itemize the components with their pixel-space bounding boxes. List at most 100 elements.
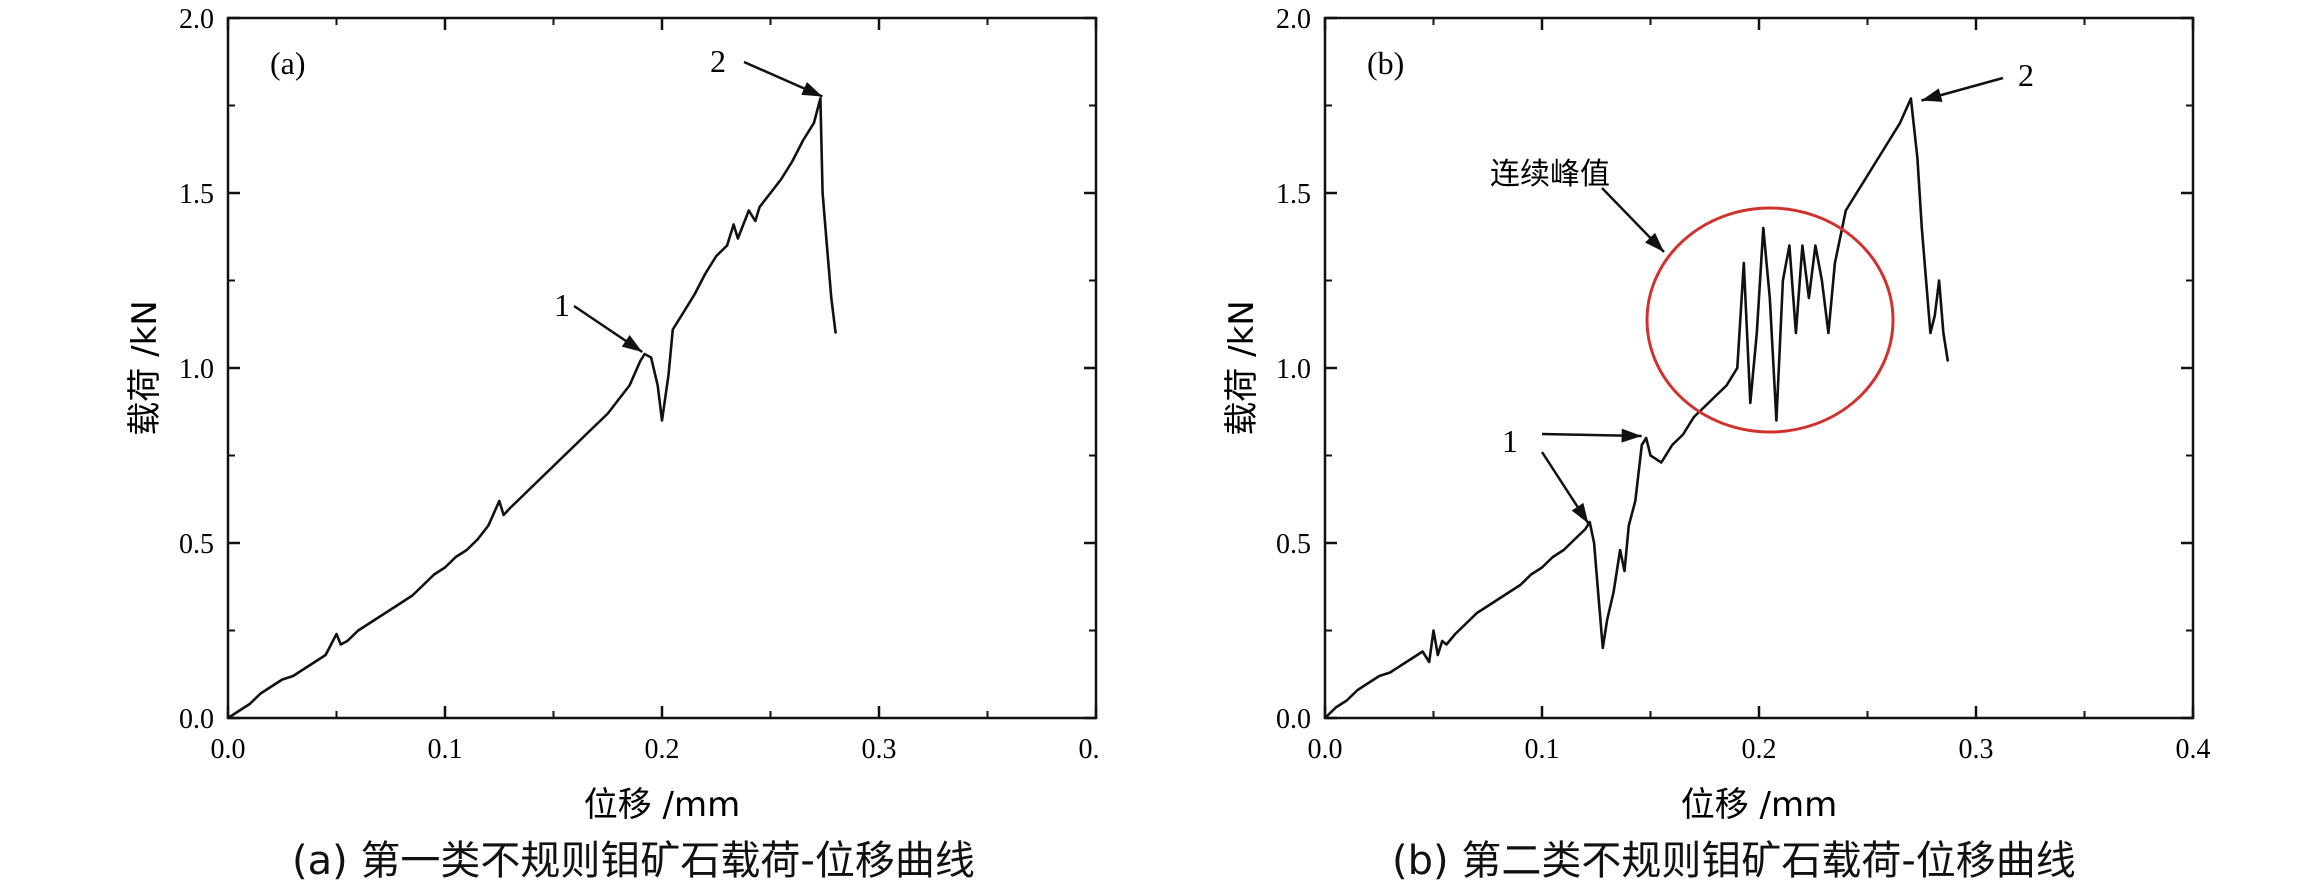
data-point [292, 675, 294, 677]
data-point [1634, 500, 1637, 502]
data-point [1597, 594, 1600, 597]
data-point [813, 122, 815, 124]
data-point [1508, 591, 1511, 593]
data-point [1877, 157, 1880, 159]
x-tick-label: 0.3 [862, 734, 897, 765]
y-tick-label: 0.0 [1276, 704, 1311, 735]
annotation-2-arrow-head [801, 82, 823, 97]
data-point [732, 223, 735, 226]
data-point [1606, 619, 1608, 621]
data-point [1465, 622, 1467, 625]
y-tick-label: 1.0 [179, 354, 214, 385]
data-point [1703, 405, 1706, 408]
data-point [339, 643, 342, 646]
data-point [1573, 538, 1576, 541]
annotation-2-arrow [1921, 76, 2004, 102]
x-tick-label: 0.0 [1308, 734, 1343, 765]
annotation-1-arrow-a [1540, 451, 1590, 525]
data-point [1378, 675, 1381, 677]
data-point [1445, 643, 1448, 646]
annotation-peaks-arrow-head [1645, 232, 1664, 252]
data-point [1808, 297, 1810, 299]
data-point [303, 668, 305, 670]
data-point [270, 685, 273, 688]
data-point [1725, 384, 1728, 387]
data-point [1649, 454, 1652, 457]
data-point [1612, 591, 1615, 593]
data-point [563, 454, 566, 457]
data-point [1601, 647, 1604, 649]
data-point [780, 178, 783, 180]
data-point [656, 384, 659, 387]
data-point [487, 524, 490, 527]
data-point [259, 692, 262, 695]
data-point [1551, 556, 1554, 558]
data-point [726, 244, 728, 247]
data-point [1866, 174, 1869, 177]
data-point [1486, 605, 1489, 607]
annotation-1-arrow-b-head [1621, 428, 1642, 443]
annotation-2-label: 2 [710, 43, 726, 79]
data-point [509, 507, 511, 509]
data-point [502, 514, 505, 516]
data-point [1356, 689, 1359, 691]
data-point [650, 356, 653, 359]
data-point [1645, 437, 1648, 439]
data-point [821, 192, 824, 194]
data-point [791, 160, 794, 163]
data-point [433, 573, 436, 576]
data-point [1627, 524, 1630, 527]
data-point [1345, 699, 1348, 702]
data-point [411, 594, 414, 597]
data-point [1742, 262, 1745, 264]
caption-b: (b) 第二类不规则钼矿石载荷-位移曲线 [1392, 838, 2076, 884]
data-point [830, 297, 833, 299]
data-point [1334, 706, 1337, 709]
chart-a-svg: 0.0 0.1 0.2 0.3 0.4 0.0 0.5 1.0 1.5 2.0 位移 /mm 载荷 /… [125, 4, 1101, 825]
data-point [1749, 402, 1752, 404]
data-point [1794, 332, 1797, 334]
data-point [227, 717, 229, 719]
series-line [1324, 97, 1950, 719]
data-point [520, 496, 522, 499]
y-tick-label: 0.5 [179, 529, 214, 560]
annotation-1-label: 1 [1502, 423, 1518, 459]
data-point [1454, 633, 1457, 635]
data-point [704, 272, 707, 275]
data-point [639, 360, 642, 362]
x-axis-label: 位移 /mm [584, 785, 741, 825]
data-point [1814, 244, 1817, 247]
x-tick-label: 0.2 [1742, 734, 1777, 765]
data-point [1933, 314, 1936, 317]
panel-label: (a) [270, 45, 306, 81]
plot-frame [226, 16, 1098, 720]
y-axis-label: 载荷 /kN [1222, 300, 1262, 435]
data-point [826, 244, 828, 247]
data-point [346, 640, 349, 642]
data-point [1801, 244, 1804, 247]
data-point [819, 97, 822, 100]
annotation-1-label: 1 [554, 287, 570, 323]
data-point [1916, 157, 1919, 159]
data-point [769, 192, 772, 194]
data-point [1888, 139, 1891, 142]
data-point [357, 629, 360, 632]
data-point [1762, 227, 1765, 229]
data-point [1844, 209, 1847, 212]
data-point [1899, 122, 1901, 124]
chart-b-svg: 0.0 0.1 0.2 0.3 0.4 0.0 0.5 1.0 1.5 2.0 位移 /mm 载荷 /… [1222, 4, 2211, 825]
data-point [379, 615, 381, 618]
x-tick-label: 0.4 [1079, 734, 1101, 765]
data-point [1640, 444, 1643, 446]
data-point [661, 419, 663, 422]
y-tick-label: 1.0 [1276, 354, 1311, 385]
data-point [1920, 227, 1923, 229]
data-point [1541, 566, 1543, 569]
data-point [596, 423, 598, 425]
data-point [1389, 671, 1391, 674]
chart-panel-a: 0.0 0.1 0.2 0.3 0.4 0.0 0.5 1.0 1.5 2.0 位移 /mm 载荷 /… [125, 4, 1101, 825]
data-point [1671, 444, 1674, 446]
data-point [737, 237, 739, 240]
data-point [758, 206, 761, 208]
data-point [1400, 664, 1402, 667]
